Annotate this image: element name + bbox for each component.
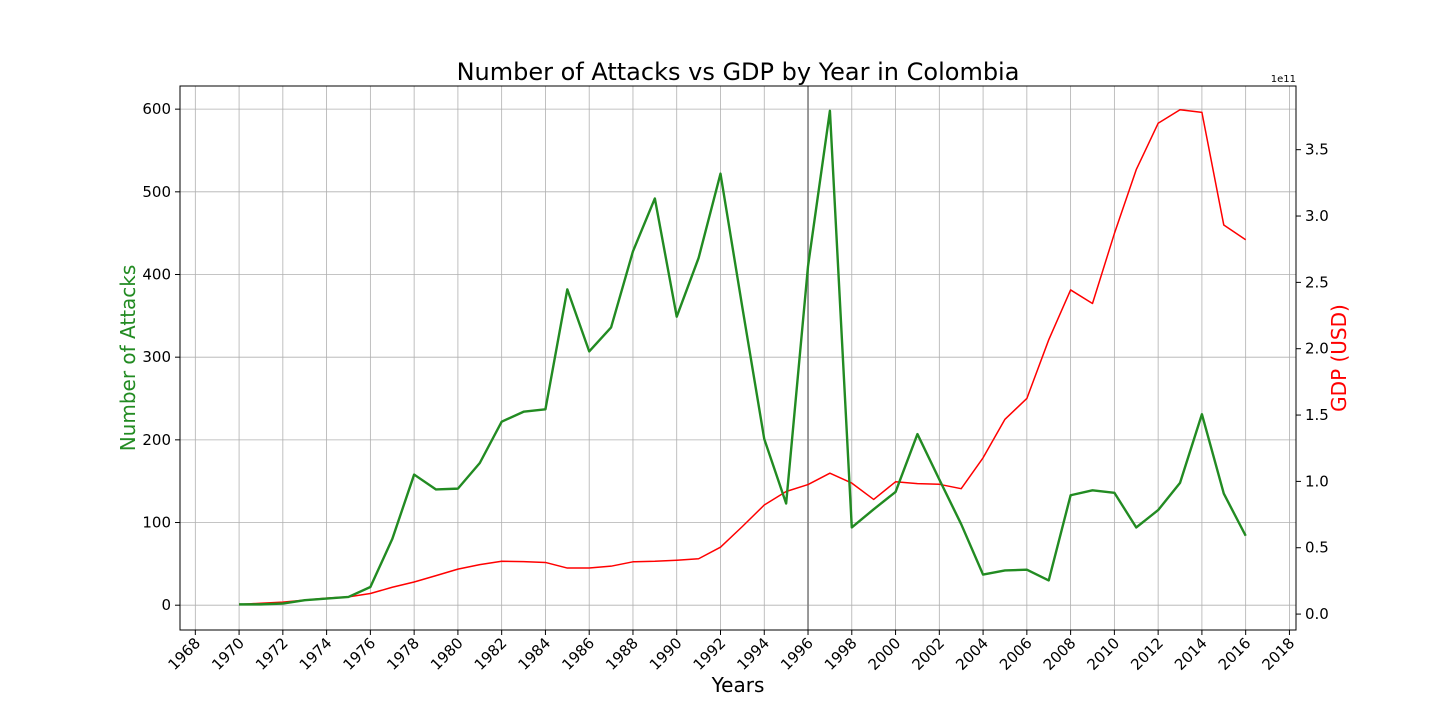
x-tick-label: 2016 — [1215, 634, 1255, 674]
y2-tick-label: 3.0 — [1305, 207, 1329, 225]
gdp-series-line — [239, 109, 1247, 606]
y-tick-label: 300 — [142, 348, 171, 366]
plot-frame — [179, 85, 1297, 631]
ticks: 1968 1970 1972 1974 1976 1978 1980 1982 1984 1986… — [142, 100, 1329, 674]
y2-tick-label: 1.5 — [1305, 406, 1329, 424]
x-tick-label: 1968 — [164, 634, 204, 674]
x-tick-label: 1992 — [690, 634, 730, 674]
x-tick-label: 1978 — [383, 634, 423, 674]
x-tick-label: 2008 — [1040, 634, 1080, 674]
x-tick-label: 2006 — [996, 634, 1036, 674]
y-tick-label: 0 — [161, 596, 171, 614]
x-tick-label: 1972 — [252, 634, 292, 674]
x-tick-label: 2018 — [1259, 634, 1299, 674]
y2-tick-label: 0.5 — [1305, 539, 1329, 557]
y2-offset-label: 1e11 — [1271, 74, 1296, 85]
y-tick-label: 200 — [142, 431, 171, 449]
x-tick-label: 1984 — [515, 634, 555, 674]
x-axis-label: Years — [711, 673, 765, 697]
x-tick-label: 2004 — [952, 634, 992, 674]
x-tick-label: 1976 — [339, 634, 379, 674]
x-tick-label: 1996 — [777, 634, 817, 674]
series-layer — [239, 109, 1247, 606]
y-tick-label: 500 — [142, 183, 171, 201]
x-tick-label: 1974 — [296, 634, 336, 674]
y-tick-label: 600 — [142, 100, 171, 118]
y2-axis-label: GDP (USD) — [1327, 304, 1351, 412]
chart-title: Number of Attacks vs GDP by Year in Colo… — [457, 58, 1020, 86]
x-tick-label: 2012 — [1127, 634, 1167, 674]
x-tick-label: 1994 — [733, 634, 773, 674]
x-tick-label: 1998 — [821, 634, 861, 674]
x-tick-label: 1990 — [646, 634, 686, 674]
grid — [180, 86, 1296, 630]
x-tick-label: 2000 — [865, 634, 905, 674]
y2-tick-label: 1.0 — [1305, 472, 1329, 490]
x-tick-label: 2010 — [1083, 634, 1123, 674]
y-tick-label: 400 — [142, 265, 171, 283]
y-tick-label: 100 — [142, 514, 171, 532]
x-tick-label: 1986 — [558, 634, 598, 674]
attacks-series-line — [239, 109, 1247, 606]
x-tick-label: 1988 — [602, 634, 642, 674]
y2-tick-label: 2.0 — [1305, 340, 1329, 358]
x-tick-label: 2014 — [1171, 634, 1211, 674]
x-tick-label: 1970 — [208, 634, 248, 674]
y2-tick-label: 3.5 — [1305, 141, 1329, 159]
x-tick-label: 1982 — [471, 634, 511, 674]
x-tick-label: 2002 — [908, 634, 948, 674]
y-axis-label: Number of Attacks — [116, 265, 140, 452]
y2-tick-label: 2.5 — [1305, 273, 1329, 291]
y2-tick-label: 0.0 — [1305, 605, 1329, 623]
x-tick-label: 1980 — [427, 634, 467, 674]
